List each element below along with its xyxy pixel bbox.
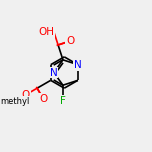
Text: O: O <box>39 94 48 104</box>
Text: N: N <box>50 67 58 78</box>
Text: OH: OH <box>38 27 54 37</box>
Text: methyl: methyl <box>0 97 29 106</box>
Text: N: N <box>74 60 82 70</box>
Text: O: O <box>66 36 74 46</box>
Text: O: O <box>21 90 30 100</box>
Text: F: F <box>60 96 66 106</box>
